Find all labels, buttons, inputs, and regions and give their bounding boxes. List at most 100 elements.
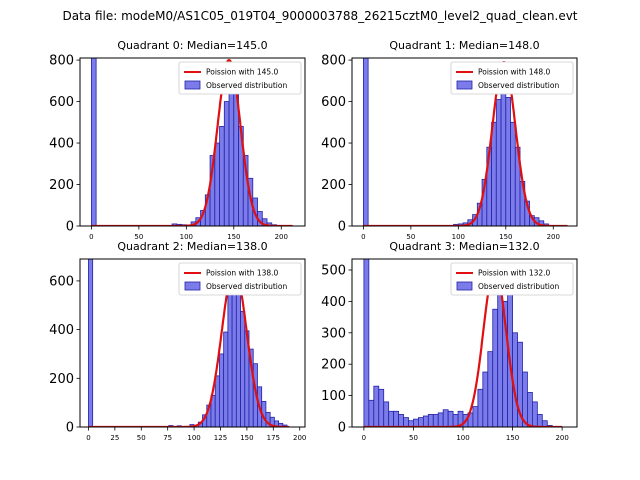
axes-frame — [79, 258, 306, 428]
legend-box — [178, 262, 302, 296]
panel-title: Quadrant 3: Median=132.0 — [389, 240, 539, 253]
histogram-bar — [447, 410, 454, 427]
y-tick-label: 600 — [49, 95, 74, 110]
poisson-curve — [91, 58, 293, 226]
histogram-bar — [413, 418, 419, 427]
y-tick-label: 100 — [321, 389, 346, 404]
histogram-bar — [536, 414, 543, 427]
x-tick-label: 0 — [361, 233, 365, 241]
x-tick-label: 75 — [163, 434, 172, 442]
plot-area — [362, 58, 568, 226]
legend-curve-label: Poission with 145.0 — [206, 68, 279, 77]
legend-curve-label: Poission with 132.0 — [478, 269, 551, 278]
histogram-bar — [422, 415, 429, 427]
histogram-bar — [427, 414, 434, 427]
histogram-bar — [214, 142, 220, 226]
histogram-bar — [487, 351, 494, 427]
histogram-bar — [214, 375, 220, 427]
histogram-bar — [235, 280, 241, 427]
quadrant-3-panel: Quadrant 3: Median=132.0 0 50 100 150 200 0 100… — [321, 240, 578, 442]
y-tick-label: 200 — [321, 358, 346, 373]
y-tick-label: 400 — [321, 137, 346, 152]
x-tick-label: 100 — [452, 233, 465, 241]
histogram-bar — [482, 371, 489, 427]
x-tick-label: 150 — [240, 434, 253, 442]
panel-title: Quadrant 2: Median=138.0 — [117, 240, 267, 253]
histogram-bar — [223, 331, 229, 427]
x-tick-label: 100 — [187, 434, 200, 442]
quadrant-2-panel: Quadrant 2: Median=138.0 0 25 50 75 100 125 150… — [49, 240, 306, 442]
x-tick-label: 150 — [506, 434, 519, 442]
figure-title: Data file: modeM0/AS1C05_019T04_90000037… — [62, 9, 577, 23]
histogram-bar — [497, 288, 504, 427]
y-tick-label: 600 — [321, 95, 346, 110]
panel-title: Quadrant 0: Median=145.0 — [117, 39, 267, 52]
x-tick-label: 200 — [555, 434, 568, 442]
x-tick-label: 50 — [134, 233, 143, 241]
x-tick-label: 175 — [267, 434, 280, 442]
legend-bar-label: Observed distribution — [206, 282, 287, 291]
axes-frame — [351, 258, 578, 428]
histogram-bar — [393, 410, 399, 427]
histogram-bar — [418, 417, 424, 427]
histogram-bar — [363, 259, 370, 427]
histogram-bar — [223, 101, 230, 226]
x-tick-label: 200 — [275, 233, 288, 241]
legend-bar-swatch — [184, 281, 201, 291]
y-tick-label: 200 — [49, 178, 74, 193]
legend-box — [178, 61, 302, 95]
legend-bar-swatch — [184, 80, 201, 90]
histogram-bar — [398, 414, 404, 427]
histogram-bar — [227, 291, 233, 427]
histogram-bar — [368, 399, 375, 427]
legend-bar-swatch — [456, 80, 473, 90]
histogram-bar — [472, 406, 479, 427]
histogram-bar — [495, 99, 502, 226]
y-tick-label: 400 — [49, 323, 74, 338]
histogram-bar — [505, 97, 511, 226]
x-tick-label: 125 — [214, 434, 227, 442]
x-tick-label: 25 — [110, 434, 119, 442]
histogram-bar — [90, 58, 97, 226]
legend-bar-label: Observed distribution — [478, 81, 559, 90]
poisson-curve — [363, 267, 563, 427]
histogram-bar — [388, 410, 395, 427]
histogram-bar — [362, 58, 369, 226]
histogram-bar — [403, 417, 409, 427]
histogram-bar — [88, 259, 94, 427]
legend-bar-label: Observed distribution — [478, 282, 559, 291]
x-tick-label: 150 — [227, 233, 240, 241]
legend-box — [450, 61, 574, 95]
histogram-bar — [432, 414, 439, 427]
legend-bar-label: Observed distribution — [206, 81, 287, 90]
x-tick-label: 200 — [293, 434, 306, 442]
y-tick-label: 0 — [66, 220, 74, 235]
histogram-bar — [492, 308, 499, 427]
x-tick-label: 0 — [86, 434, 90, 442]
y-tick-label: 500 — [321, 263, 346, 278]
histogram-bar — [437, 412, 444, 427]
histogram-bar — [541, 420, 548, 427]
legend-curve-label: Poission with 148.0 — [478, 68, 551, 77]
y-tick-label: 300 — [321, 326, 346, 341]
x-tick-label: 150 — [499, 233, 512, 241]
y-tick-label: 800 — [49, 54, 74, 69]
y-tick-label: 600 — [49, 274, 74, 289]
histogram-bar — [240, 310, 246, 427]
histogram-bar — [219, 353, 225, 427]
histogram-bar — [477, 388, 484, 427]
y-tick-label: 0 — [338, 421, 346, 436]
histogram-bar — [442, 409, 449, 427]
y-tick-label: 0 — [66, 421, 74, 436]
x-tick-label: 200 — [547, 233, 560, 241]
histogram-bar — [219, 126, 225, 226]
quadrant-1-panel: Quadrant 1: Median=148.0 0 50 100 150 200 0 200… — [321, 39, 578, 241]
legend-box — [450, 262, 574, 296]
histogram-bar — [378, 388, 385, 427]
x-tick-label: 0 — [89, 233, 93, 241]
x-tick-label: 50 — [137, 434, 146, 442]
y-tick-label: 200 — [321, 178, 346, 193]
histogram-bar — [531, 401, 538, 427]
x-tick-label: 50 — [406, 233, 415, 241]
y-tick-label: 400 — [49, 137, 74, 152]
